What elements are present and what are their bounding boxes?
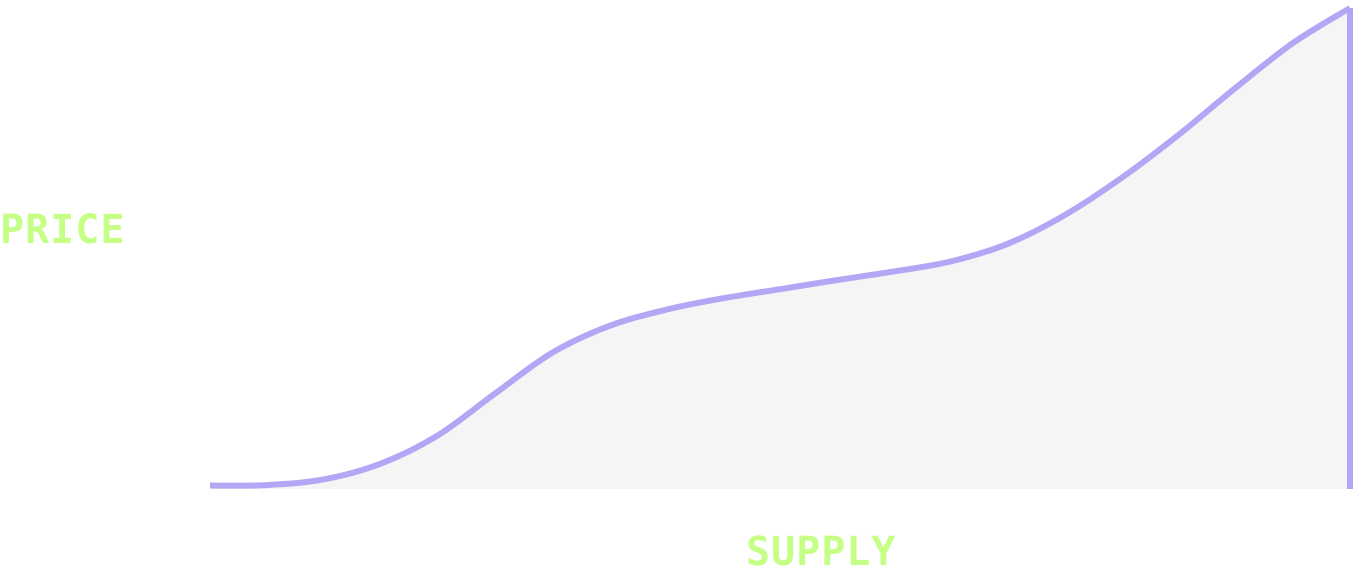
curve-point-4: [435, 432, 441, 438]
curve-point-19: [1290, 40, 1296, 46]
curve-point-8: [663, 307, 669, 313]
curve-point-15: [1062, 212, 1068, 218]
curve-point-13: [948, 258, 954, 264]
y-axis-label: PRICE: [0, 207, 126, 253]
curve-point-18: [1233, 85, 1239, 91]
curve-point-1: [264, 482, 270, 488]
curve-point-10: [777, 286, 783, 292]
curve-point-6: [549, 350, 555, 356]
curve-point-7: [606, 323, 612, 329]
curve-point-5: [492, 391, 498, 397]
curve-point-2: [321, 476, 327, 482]
curve-point-17: [1176, 131, 1182, 137]
curve-point-20: [1347, 5, 1353, 11]
curve-point-3: [378, 461, 384, 467]
x-axis-label: SUPPLY: [746, 529, 897, 575]
curve-point-0: [207, 483, 213, 489]
curve-point-12: [891, 268, 897, 274]
curve-point-11: [834, 277, 840, 283]
curve-point-14: [1005, 241, 1011, 247]
curve-point-9: [720, 295, 726, 301]
curve-area-fill: [210, 8, 1350, 489]
curve-point-16: [1119, 175, 1125, 181]
curve-line: [209, 5, 1352, 489]
